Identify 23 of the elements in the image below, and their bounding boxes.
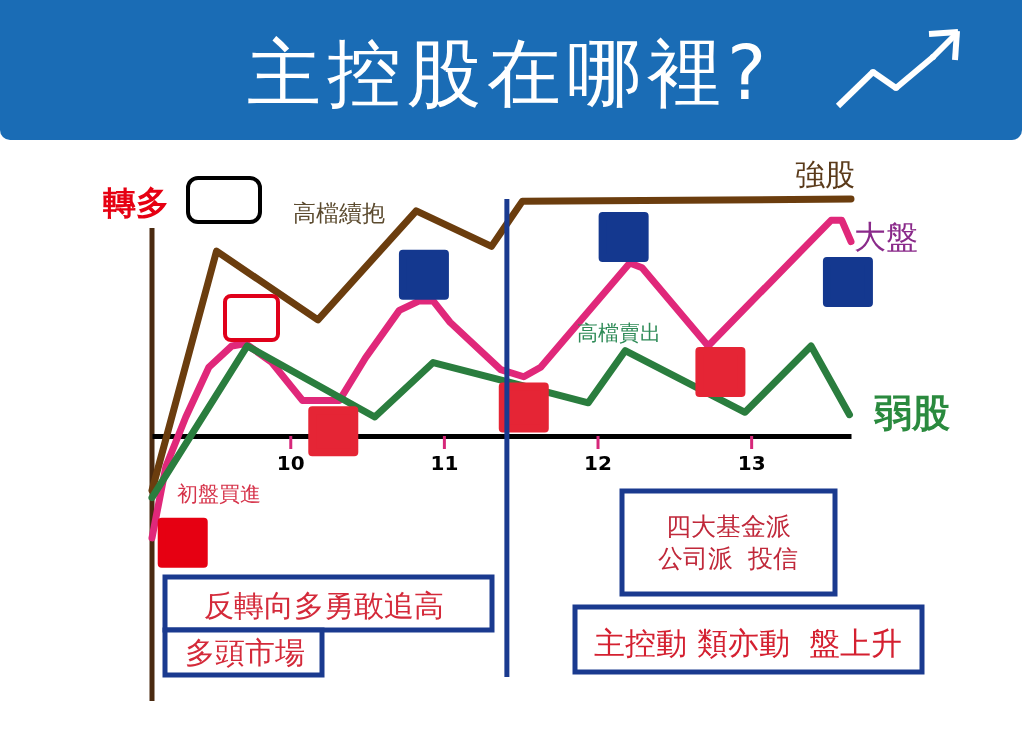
text: 反轉向多勇敢追高: [204, 588, 444, 623]
x-tick-label: 12: [584, 451, 612, 476]
text: 多頭市場: [185, 635, 305, 670]
series-label: 大盤: [854, 217, 918, 256]
text: 主控動 類亦動 盤上升: [593, 625, 903, 661]
series-label: 弱股: [873, 390, 951, 435]
point: [308, 406, 359, 457]
annotation: 初盤買進: [177, 482, 261, 506]
annotation: 高檔賣出: [577, 321, 661, 345]
point: [822, 256, 873, 307]
annotation: 高檔續抱: [293, 200, 385, 226]
point: [598, 211, 649, 262]
point: [695, 347, 746, 398]
chart-title: 主控股在哪裡?: [247, 30, 773, 116]
point: [157, 517, 208, 568]
x-tick-label: 13: [737, 451, 766, 476]
annotation: 轉多: [103, 183, 169, 222]
text: 公司派 投信: [657, 544, 799, 573]
x-tick-label: 11: [430, 451, 459, 476]
annotation: 四大基金派: [665, 512, 791, 541]
point: [398, 249, 449, 300]
x-tick-label: 10: [276, 451, 305, 476]
series-label: 強股: [795, 157, 855, 192]
